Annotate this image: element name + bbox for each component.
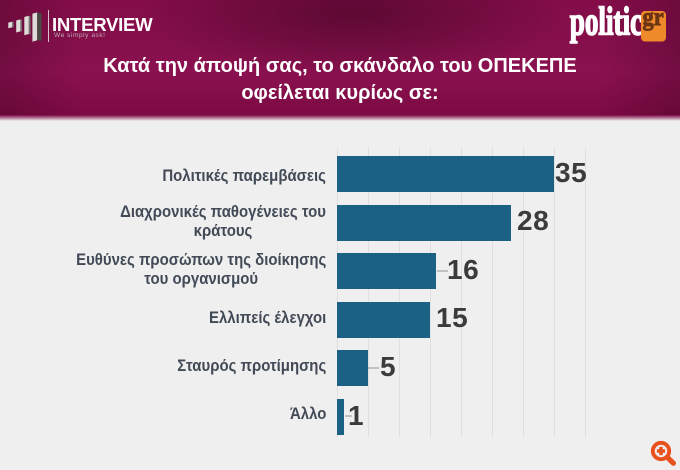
svg-text:politic: politic (570, 1, 643, 44)
svg-text:gr: gr (643, 4, 665, 31)
